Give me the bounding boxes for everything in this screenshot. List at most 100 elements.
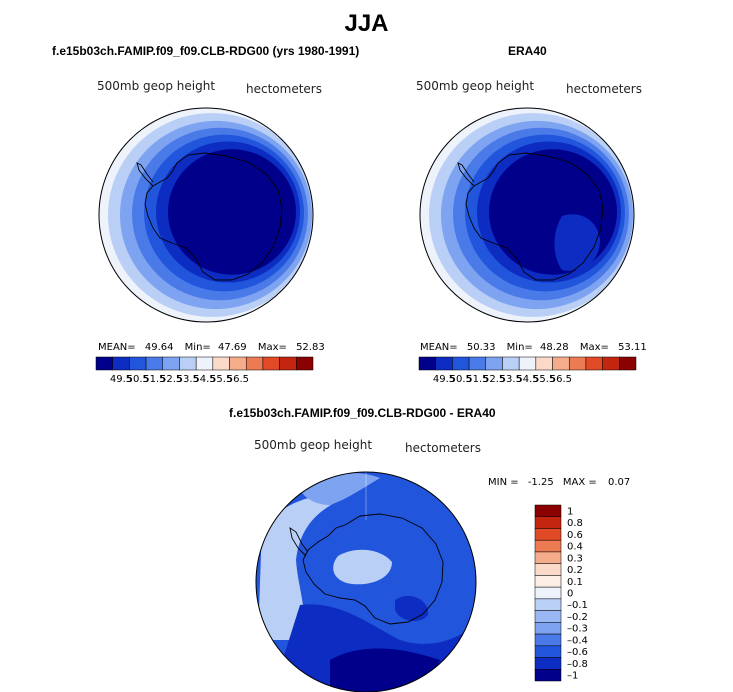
panel3-colorbar-tick-label: 0.4 [567, 542, 583, 553]
panel3-central-anomaly [333, 549, 392, 585]
panel2-map-border [419, 107, 635, 323]
panel2-colorbar-tick-label: 49.5 [433, 374, 455, 385]
panel3-colorbar-tick-label: 0 [567, 589, 573, 600]
panel3-min-label: MIN = [488, 477, 519, 488]
panel2-colorbar-box [435, 356, 453, 371]
panel3-min: -1.25 [527, 477, 554, 488]
panel3-colorbar-box [534, 563, 562, 576]
panel1-field-ring [168, 149, 296, 275]
panel1-colorbar-tick-label: 53.5 [177, 374, 199, 385]
panel2-max: 53.11 [618, 342, 647, 353]
panel2-colorbar-box [502, 356, 520, 371]
panel1-colorbar-tick-label: 55.5 [210, 374, 232, 385]
panel1-title: f.e15b03ch.FAMIP.f09_f09.CLB-RDG00 (yrs … [52, 44, 360, 58]
panel3-colorbar-tick-label: –0.6 [567, 647, 588, 658]
panel3-colorbar-box [534, 528, 562, 541]
panel3-colorbar-tick-label: –0.8 [567, 659, 588, 670]
panel1-colorbar-box [179, 356, 197, 371]
panel2-subtitle-right: hectometers [566, 82, 642, 96]
panel1-subtitle-left: 500mb geop height [97, 79, 216, 93]
panel3-colorbar-tick-label: –0.1 [567, 600, 588, 611]
panel1-colorbar-tick-label: 54.5 [193, 374, 215, 385]
panel1-stats: MEAN= 49.64 Min= 47.69 Max= 52.83 [98, 342, 325, 353]
panel3-colorbar-box [534, 622, 562, 635]
panel2-colorbar-box [518, 356, 537, 371]
panel3-title: f.e15b03ch.FAMIP.f09_f09.CLB-RDG00 - ERA… [229, 406, 496, 420]
panel3-colorbar-tick-label: –0.3 [567, 624, 588, 635]
panel1-colorbar-box [279, 356, 297, 371]
panel1-field-rings [99, 108, 313, 322]
panel3-colorbar-tick-label: –0.4 [567, 635, 588, 646]
panel2-colorbar: 49.550.551.552.553.554.555.556.5 [418, 356, 637, 385]
panel1-colorbar: 49.550.551.552.553.554.555.556.5 [95, 356, 314, 385]
panel2-min: 48.28 [539, 342, 569, 353]
panel1-colorbar-box [195, 356, 214, 371]
panel3-colorbar-tick-label: 1 [567, 506, 573, 517]
panel1-mean: 49.64 [144, 342, 174, 353]
panel3-map-border [255, 471, 477, 692]
panel2-mean-label: MEAN= [420, 342, 458, 353]
panel1-colorbar-tick-label: 49.5 [110, 374, 132, 385]
panel2-colorbar-box [602, 356, 620, 371]
panel3-colorbar-tick-label: 0.2 [567, 565, 583, 576]
panel2-colorbar-tick-label: 53.5 [500, 374, 522, 385]
panel2-subtitle-left: 500mb geop height [416, 79, 535, 93]
panel3-colorbar: 10.80.60.40.30.20.10–0.1–0.2–0.3–0.4–0.6… [534, 504, 588, 682]
panel3-colorbar-box [534, 575, 562, 588]
panel2-colorbar-box [619, 356, 637, 371]
panel2-colorbar-tick-label: 51.5 [466, 374, 488, 385]
panel3-colorbar-tick-label: –0.2 [567, 612, 588, 623]
panel1-colorbar-box [145, 356, 164, 371]
panel3-colorbar-tick-label: 0.3 [567, 553, 583, 564]
panel2-colorbar-tick-label: 56.5 [550, 374, 572, 385]
panel3-subtitle-right: hectometers [405, 441, 481, 455]
panel3-colorbar-box [534, 504, 562, 517]
panel1-colorbar-box [112, 356, 130, 371]
panel3-colorbar-box [534, 669, 562, 682]
panel1-max: 52.83 [296, 342, 325, 353]
panel3-colorbar-box [534, 586, 562, 600]
panel2-colorbar-tick-label: 55.5 [533, 374, 555, 385]
panel1-subtitle-right: hectometers [246, 82, 322, 96]
panel3-colorbar-box [534, 633, 562, 647]
panel1-colorbar-tick-label: 50.5 [127, 374, 149, 385]
panel2-stats: MEAN= 50.33 Min= 48.28 Max= 53.11 [420, 342, 647, 353]
panel1-colorbar-box [296, 356, 314, 371]
panel1-max-label: Max= [257, 342, 287, 353]
panel2-field-rings [420, 108, 634, 322]
panel1-colorbar-box [262, 356, 280, 371]
panel1-colorbar-box [129, 356, 147, 371]
panel3-colorbar-box [534, 516, 562, 529]
panel3-colorbar-tick-label: 0.6 [567, 530, 583, 541]
panel2-colorbar-box [485, 356, 503, 371]
panel3-colorbar-box [534, 657, 562, 670]
panel2-colorbar-box [535, 356, 553, 371]
panel2-colorbar-tick-label: 54.5 [516, 374, 538, 385]
panel3-max-label: MAX = [562, 477, 597, 488]
panel2-colorbar-box [418, 356, 436, 371]
panel1-colorbar-box [162, 356, 180, 371]
panel2-max-label: Max= [579, 342, 609, 353]
panel2-mean: 50.33 [466, 342, 496, 353]
panel3-colorbar-box [534, 539, 562, 553]
panel3-colorbar-box [534, 551, 562, 564]
panel1-min-label: Min= [184, 342, 211, 353]
panel3-colorbar-tick-label: 0.8 [567, 518, 583, 529]
panel2-colorbar-tick-label: 50.5 [450, 374, 472, 385]
panel3-east-anomaly [395, 595, 429, 622]
panel1-map-border [98, 107, 314, 323]
panel2-colorbar-tick-label: 52.5 [483, 374, 505, 385]
panel2-colorbar-box [452, 356, 470, 371]
panel1-colorbar-tick-label: 52.5 [160, 374, 182, 385]
panel2-colorbar-box [585, 356, 603, 371]
panel1-colorbar-box [212, 356, 230, 371]
panel1-colorbar-box [95, 356, 113, 371]
panel2-colorbar-box [468, 356, 487, 371]
panel3-colorbar-tick-label: 0.1 [567, 577, 583, 588]
panel3-colorbar-box [534, 598, 562, 611]
panel1-colorbar-tick-label: 56.5 [227, 374, 249, 385]
panel2-title: ERA40 [508, 44, 547, 58]
panel2-colorbar-box [568, 356, 587, 371]
panel1-colorbar-tick-label: 51.5 [143, 374, 165, 385]
